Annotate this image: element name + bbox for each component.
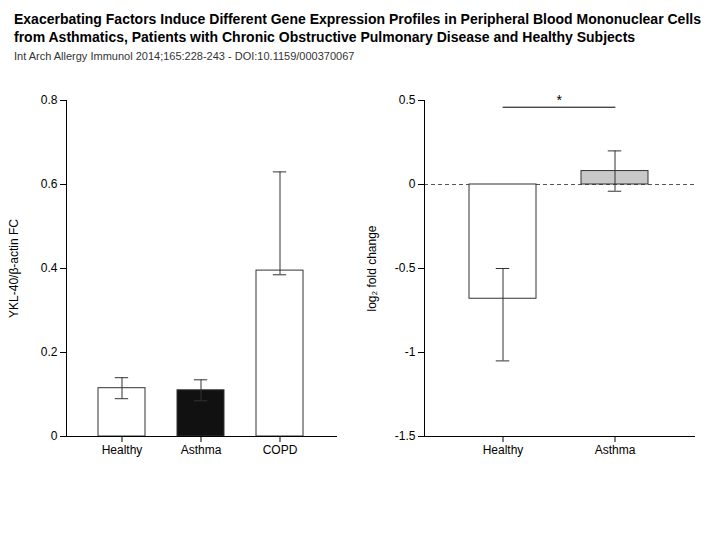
svg-text:0.5: 0.5 [399, 94, 416, 108]
svg-text:0.6: 0.6 [41, 178, 58, 192]
svg-text:-1: -1 [405, 346, 416, 360]
svg-text:0.2: 0.2 [41, 346, 58, 360]
html-text:Exacerbating Factors Induce Di: Exacerbating Factors Induce Different Ge… [14, 11, 701, 46]
svg-text:COPD: COPD [263, 443, 298, 457]
svg-text:Asthma: Asthma [595, 443, 636, 457]
svg-text:0: 0 [409, 178, 416, 192]
svg-text:-1.5: -1.5 [395, 430, 416, 444]
svg-text:Healthy: Healthy [102, 443, 143, 457]
svg-text:0: 0 [51, 430, 58, 444]
svg-text:YKL-40/β-actin FC: YKL-40/β-actin FC [7, 219, 21, 318]
html-text:Int Arch Allergy Immunol 2014;: Int Arch Allergy Immunol 2014;165:228-24… [14, 50, 355, 63]
svg-text:0.8: 0.8 [41, 94, 58, 108]
svg-text:0.4: 0.4 [41, 262, 58, 276]
svg-text:*: * [557, 92, 563, 108]
svg-text:-0.5: -0.5 [395, 262, 416, 276]
svg-text:Healthy: Healthy [483, 443, 524, 457]
svg-text:Asthma: Asthma [181, 443, 222, 457]
svg-text:log₂ fold change: log₂ fold change [365, 226, 379, 312]
